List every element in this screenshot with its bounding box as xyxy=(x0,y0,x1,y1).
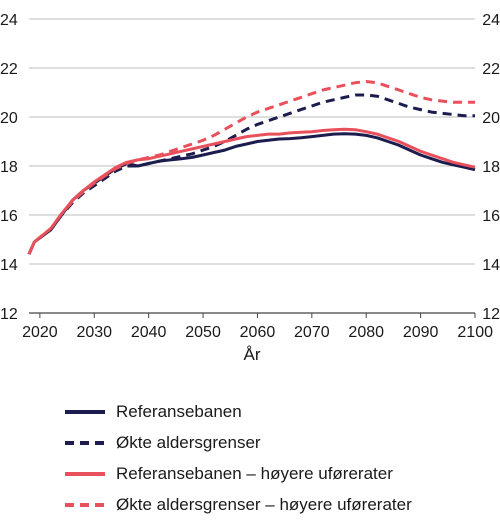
series-line-0 xyxy=(27,132,476,255)
y-tick-label-left: 24 xyxy=(0,12,18,29)
x-axis-title: År xyxy=(244,345,261,364)
x-axis: 2020 2030 2040 2050 2060 2070 2080 2090 2100 xyxy=(22,313,493,341)
y-tick-label-left: 18 xyxy=(0,159,18,176)
y-axis-right: 12 14 16 18 20 22 24 xyxy=(482,12,500,323)
legend: Referansebanen Økte aldersgrenser Referans… xyxy=(65,396,412,520)
series-line-3 xyxy=(27,80,475,255)
y-tick-label-right: 18 xyxy=(482,159,500,176)
legend-label: Økte aldersgrenser – høyere uførerater xyxy=(116,494,412,514)
y-tick-label-right: 14 xyxy=(482,257,500,274)
legend-swatch xyxy=(65,440,105,445)
x-tick-label: 2070 xyxy=(294,324,330,341)
series-line-1 xyxy=(27,93,475,255)
x-tick-label: 2030 xyxy=(76,324,112,341)
series-line-2 xyxy=(27,127,476,255)
x-tick-label: 2090 xyxy=(403,324,439,341)
legend-label: Referansebanen – høyere uførerater xyxy=(116,463,393,483)
y-tick-label-left: 12 xyxy=(0,306,18,323)
legend-item: Økte aldersgrenser xyxy=(65,427,412,458)
y-axis-left: 12 14 16 18 20 22 24 xyxy=(0,12,18,323)
y-tick-label-right: 20 xyxy=(482,110,500,127)
series-lines xyxy=(27,80,476,255)
x-tick-label: 2050 xyxy=(185,324,221,341)
legend-label: Referansebanen xyxy=(116,401,242,421)
x-tick-label: 2020 xyxy=(22,324,58,341)
y-tick-label-right: 16 xyxy=(482,208,500,225)
y-tick-label-right: 22 xyxy=(482,61,500,78)
legend-swatch xyxy=(65,502,105,507)
x-tick-label: 2040 xyxy=(131,324,167,341)
y-tick-label-left: 20 xyxy=(0,110,18,127)
y-tick-label-left: 14 xyxy=(0,257,18,274)
y-tick-label-left: 22 xyxy=(0,61,18,78)
legend-item: Referansebanen xyxy=(65,396,412,427)
x-tick-label: 2080 xyxy=(348,324,384,341)
legend-swatch xyxy=(65,471,105,476)
y-tick-label-right: 24 xyxy=(482,12,500,29)
x-tick-label: 2060 xyxy=(240,324,276,341)
legend-swatch xyxy=(65,409,105,414)
legend-item: Referansebanen – høyere uførerater xyxy=(65,458,412,489)
x-tick-label: 2100 xyxy=(457,324,493,341)
gridlines xyxy=(29,18,475,314)
legend-item: Økte aldersgrenser – høyere uførerater xyxy=(65,489,412,520)
y-tick-label-right: 12 xyxy=(482,306,500,323)
legend-label: Økte aldersgrenser xyxy=(116,432,261,452)
y-tick-label-left: 16 xyxy=(0,208,18,225)
